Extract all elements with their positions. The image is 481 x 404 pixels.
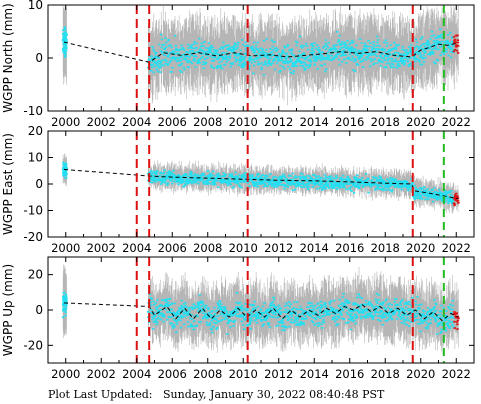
x-tick-label: 2014	[300, 115, 329, 129]
x-tick-label: 2010	[229, 115, 258, 129]
x-tick-label: 2002	[87, 115, 116, 129]
x-tick-label: 2020	[406, 241, 435, 255]
x-tick-label: 2020	[406, 115, 435, 129]
y-tick-label: -10	[23, 204, 43, 218]
x-tick-label: 2016	[335, 367, 364, 381]
x-tick-label: 2002	[87, 367, 116, 381]
footer-timestamp: Sunday, January 30, 2022 08:40:48 PST	[162, 388, 385, 401]
x-tick-label: 2006	[158, 115, 187, 129]
x-tick-label: 2000	[51, 241, 80, 255]
y-tick-label: 10	[28, 0, 43, 12]
x-tick-label: 2010	[229, 241, 258, 255]
data-layer	[61, 6, 460, 106]
y-tick-label: -10	[23, 104, 43, 118]
data-points	[61, 161, 455, 205]
trend-line	[63, 41, 459, 63]
chart-panel-3: -20 0 20 2000 2002 2004 2006 2008 2010 2012 2014 20…	[1, 256, 475, 381]
x-tick-label: 2012	[264, 241, 293, 255]
x-tick-label: 2002	[87, 241, 116, 255]
x-tick-label: 2010	[229, 367, 258, 381]
chart-panel-1: -10 0 10 2000 2002 2004 2006 2008 2010 2012 2014 20…	[1, 0, 475, 129]
y-tick-label: 0	[35, 51, 43, 65]
x-tick-label: 2016	[335, 115, 364, 129]
x-tick-label: 2008	[193, 115, 222, 129]
plot-last-updated: Plot Last Updated: Sunday, January 30, 2…	[48, 388, 384, 401]
chart-panel-2: -20 -10 0 10 20 2000 2002 2004 2006 2008 2010 2012 2…	[1, 124, 475, 255]
y-axis-label: WGPP East (mm)	[1, 133, 15, 235]
y-tick-label: 10	[28, 151, 43, 165]
y-tick-label: 20	[28, 268, 43, 282]
recent-data-points	[452, 192, 460, 207]
x-tick-label: 2016	[335, 241, 364, 255]
y-tick-label: 0	[35, 303, 43, 317]
y-axis-label: WGPP Up (mm)	[1, 264, 15, 356]
x-tick-label: 2022	[442, 115, 471, 129]
data-layer	[61, 153, 460, 214]
x-tick-label: 2022	[442, 367, 471, 381]
data-points	[61, 26, 455, 76]
x-tick-label: 2022	[442, 241, 471, 255]
x-tick-label: 2004	[122, 115, 151, 129]
x-tick-label: 2006	[158, 367, 187, 381]
trend-line	[63, 302, 459, 322]
data-layer	[61, 264, 460, 355]
y-axis-label: WGPP North (mm)	[1, 3, 15, 113]
x-tick-label: 2000	[51, 367, 80, 381]
y-tick-label: -20	[23, 230, 43, 244]
y-tick-label: 0	[35, 177, 43, 191]
x-tick-label: 2004	[122, 367, 151, 381]
trend-line	[63, 168, 459, 200]
x-tick-label: 2018	[371, 241, 400, 255]
x-tick-label: 2018	[371, 115, 400, 129]
x-tick-label: 2004	[122, 241, 151, 255]
x-tick-label: 2008	[193, 367, 222, 381]
y-tick-label: 20	[28, 124, 43, 138]
x-tick-label: 2018	[371, 367, 400, 381]
x-tick-label: 2014	[300, 367, 329, 381]
x-tick-label: 2020	[406, 367, 435, 381]
recent-data-points	[452, 311, 460, 330]
x-tick-label: 2000	[51, 115, 80, 129]
y-tick-label: -20	[23, 338, 43, 352]
x-tick-label: 2012	[264, 367, 293, 381]
x-tick-label: 2006	[158, 241, 187, 255]
x-tick-label: 2012	[264, 115, 293, 129]
x-tick-label: 2008	[193, 241, 222, 255]
footer-label: Plot Last Updated:	[48, 388, 153, 401]
recent-data-points	[452, 34, 460, 54]
data-points	[61, 291, 455, 335]
x-tick-label: 2014	[300, 241, 329, 255]
